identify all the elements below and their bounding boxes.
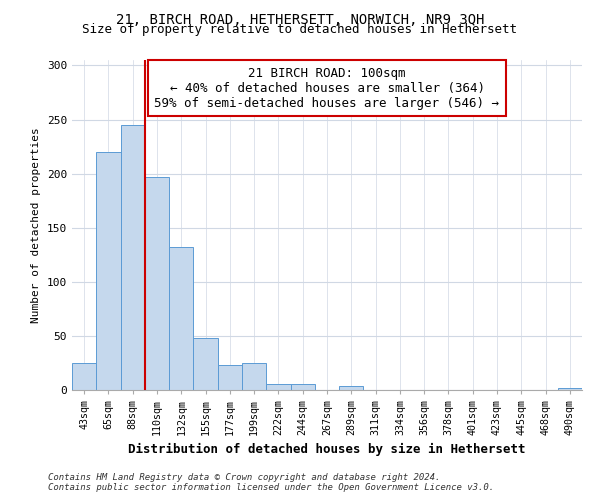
Text: 21, BIRCH ROAD, HETHERSETT, NORWICH, NR9 3QH: 21, BIRCH ROAD, HETHERSETT, NORWICH, NR9… <box>116 12 484 26</box>
Text: 21 BIRCH ROAD: 100sqm
← 40% of detached houses are smaller (364)
59% of semi-det: 21 BIRCH ROAD: 100sqm ← 40% of detached … <box>155 66 499 110</box>
Bar <box>558 388 582 390</box>
Bar <box>242 363 266 390</box>
Bar <box>266 384 290 390</box>
Bar <box>96 152 121 390</box>
Y-axis label: Number of detached properties: Number of detached properties <box>31 127 41 323</box>
Bar <box>72 363 96 390</box>
Bar <box>145 177 169 390</box>
Text: Contains HM Land Registry data © Crown copyright and database right 2024.
Contai: Contains HM Land Registry data © Crown c… <box>48 473 494 492</box>
Bar <box>121 125 145 390</box>
Bar <box>218 365 242 390</box>
Bar <box>339 386 364 390</box>
Bar <box>169 247 193 390</box>
Bar <box>193 338 218 390</box>
X-axis label: Distribution of detached houses by size in Hethersett: Distribution of detached houses by size … <box>128 444 526 456</box>
Bar <box>290 384 315 390</box>
Text: Size of property relative to detached houses in Hethersett: Size of property relative to detached ho… <box>83 22 517 36</box>
